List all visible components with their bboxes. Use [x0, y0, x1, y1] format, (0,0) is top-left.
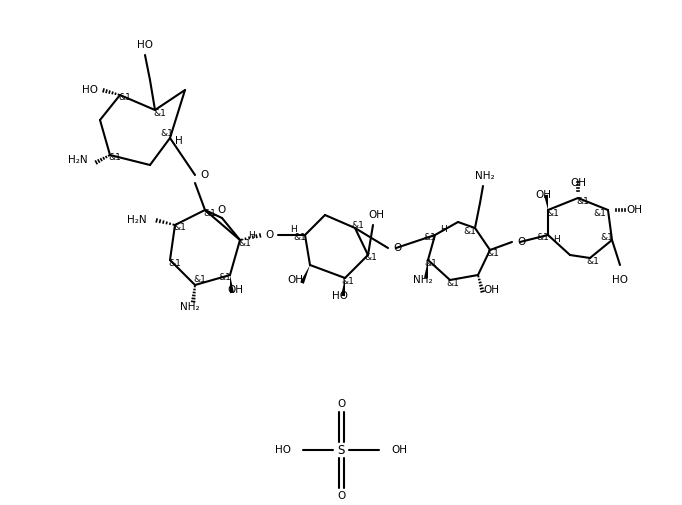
Text: &1: &1	[365, 254, 377, 263]
Text: HO: HO	[332, 291, 348, 301]
Polygon shape	[230, 275, 234, 293]
Text: H₂N: H₂N	[68, 155, 88, 165]
Text: O: O	[517, 237, 525, 247]
Text: &1: &1	[464, 227, 477, 235]
Text: H: H	[553, 235, 560, 244]
Text: HO: HO	[612, 275, 628, 285]
Text: &1: &1	[108, 154, 121, 163]
Text: OH: OH	[626, 205, 642, 215]
Text: &1: &1	[173, 224, 186, 232]
Text: H: H	[175, 136, 183, 146]
Text: OH: OH	[535, 190, 551, 200]
Polygon shape	[424, 260, 428, 278]
Text: HO: HO	[137, 40, 153, 50]
Text: &1: &1	[601, 232, 613, 241]
Text: &1: &1	[218, 274, 231, 282]
Polygon shape	[544, 195, 548, 210]
Text: &1: &1	[593, 209, 606, 218]
Text: OH: OH	[391, 445, 407, 455]
Text: O: O	[337, 399, 345, 409]
Text: O: O	[337, 491, 345, 501]
Text: &1: &1	[486, 248, 499, 258]
Text: &1: &1	[425, 259, 437, 268]
Text: &1: &1	[160, 128, 173, 137]
Text: OH: OH	[483, 285, 499, 295]
Text: OH: OH	[287, 275, 303, 285]
Text: OH: OH	[570, 178, 586, 188]
Text: &1: &1	[537, 233, 550, 242]
Text: &1: &1	[239, 238, 252, 247]
Text: NH₂: NH₂	[180, 302, 200, 312]
Text: &1: &1	[351, 221, 364, 229]
Text: OH: OH	[368, 210, 384, 220]
Text: OH: OH	[227, 285, 243, 295]
Polygon shape	[300, 265, 310, 284]
Text: H: H	[248, 230, 255, 239]
Text: &1: &1	[168, 259, 181, 268]
Text: O: O	[393, 243, 401, 253]
Text: H: H	[291, 226, 297, 234]
Text: H₂N: H₂N	[128, 215, 147, 225]
Text: &1: &1	[203, 209, 216, 218]
Text: &1: &1	[576, 196, 589, 206]
Text: &1: &1	[546, 209, 559, 218]
Text: &1: &1	[447, 278, 460, 287]
Text: O: O	[218, 205, 226, 215]
Text: &1: &1	[153, 109, 166, 118]
Text: &1: &1	[194, 276, 207, 284]
Text: &1: &1	[293, 233, 306, 242]
Text: &1: &1	[587, 257, 599, 266]
Polygon shape	[341, 278, 345, 296]
Text: NH₂: NH₂	[413, 275, 433, 285]
Text: O: O	[266, 230, 274, 240]
Text: NH₂: NH₂	[475, 171, 495, 181]
Text: &1: &1	[424, 233, 436, 242]
Text: O: O	[200, 170, 208, 180]
Text: HO: HO	[82, 85, 98, 95]
Text: S: S	[338, 443, 344, 457]
Text: H: H	[440, 226, 447, 234]
Text: HO: HO	[275, 445, 291, 455]
Text: &1: &1	[119, 93, 132, 103]
Text: &1: &1	[342, 277, 355, 285]
